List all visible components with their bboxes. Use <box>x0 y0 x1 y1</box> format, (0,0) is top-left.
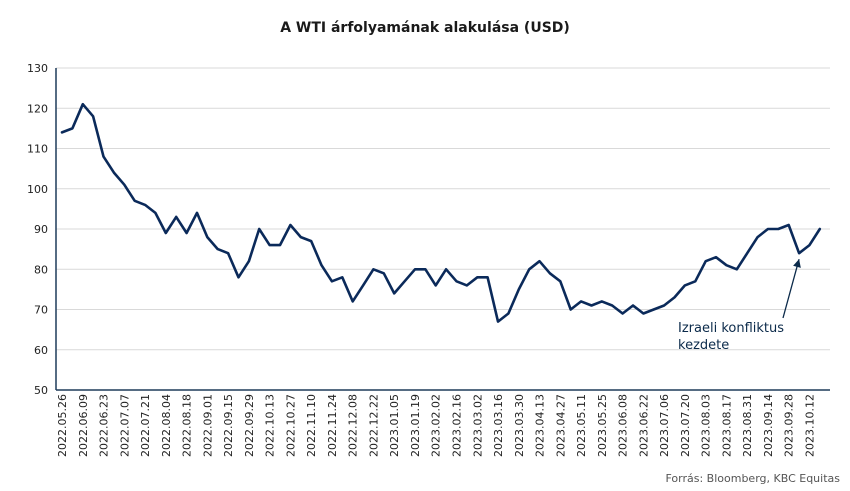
x-tick-label: 2023.04.13 <box>534 394 547 457</box>
y-tick-label: 70 <box>34 304 48 317</box>
y-tick-label: 60 <box>34 344 48 357</box>
annotation-text: Izraeli konfliktus kezdete <box>678 320 784 354</box>
x-tick-label: 2022.05.26 <box>56 394 69 457</box>
x-tick-label: 2022.08.04 <box>160 394 173 457</box>
x-tick-label: 2023.01.05 <box>388 394 401 457</box>
x-tick-label: 2023.03.30 <box>513 394 526 457</box>
x-tick-label: 2022.11.10 <box>305 394 318 457</box>
x-tick-label: 2023.08.31 <box>741 394 754 457</box>
x-tick-label: 2023.01.19 <box>409 394 422 457</box>
x-tick-label: 2023.03.02 <box>471 394 484 457</box>
x-tick-label: 2023.02.16 <box>450 394 463 457</box>
x-tick-label: 2023.10.12 <box>803 394 816 457</box>
annotation-arrow-layer <box>782 258 801 319</box>
x-tick-label: 2022.08.18 <box>181 394 194 457</box>
x-tick-label: 2022.06.23 <box>98 394 111 457</box>
x-tick-label: 2023.03.16 <box>492 394 505 457</box>
annotation-line-2: kezdete <box>678 338 730 353</box>
x-tick-label: 2022.09.29 <box>243 394 256 457</box>
y-tick-label: 120 <box>27 102 48 115</box>
x-tick-label: 2023.05.11 <box>575 394 588 457</box>
x-tick-label: 2022.12.08 <box>347 394 360 457</box>
x-tick-label: 2022.06.09 <box>77 394 90 457</box>
x-tick-label: 2022.11.24 <box>326 394 339 457</box>
x-tick-label: 2023.09.28 <box>783 394 796 457</box>
chart-title: A WTI árfolyamának alakulása (USD) <box>280 20 570 36</box>
annotation-arrow-line <box>782 258 800 319</box>
x-tick-label: 2023.06.08 <box>617 394 630 457</box>
x-tick-label: 2023.07.20 <box>679 394 692 457</box>
y-tick-label: 50 <box>34 384 48 397</box>
y-tick-labels: 50 60 70 80 90 100 110 120 130 <box>27 62 48 397</box>
y-tick-label: 110 <box>27 143 48 156</box>
gridlines <box>56 67 830 351</box>
y-tick-label: 130 <box>27 62 48 75</box>
x-tick-label: 2023.02.02 <box>430 394 443 457</box>
x-tick-label: 2023.06.22 <box>637 394 650 457</box>
y-tick-label: 90 <box>34 223 48 236</box>
y-tick-label: 80 <box>34 263 48 276</box>
series-layer <box>60 102 822 323</box>
x-tick-labels: 2022.05.26 2022.06.09 2022.06.23 2022.07.07… <box>56 394 816 457</box>
axes <box>55 68 830 391</box>
x-tick-label: 2022.07.21 <box>139 394 152 457</box>
x-tick-label: 2023.09.14 <box>762 394 775 457</box>
y-tick-label: 100 <box>27 183 48 196</box>
x-tick-label: 2022.09.01 <box>201 394 214 457</box>
x-tick-label: 2022.07.07 <box>118 394 131 457</box>
x-tick-label: 2022.12.22 <box>367 394 380 457</box>
x-tick-label: 2022.10.13 <box>264 394 277 457</box>
x-tick-label: 2023.05.25 <box>596 394 609 457</box>
x-tick-label: 2022.09.15 <box>222 394 235 457</box>
x-tick-label: 2023.07.06 <box>658 394 671 457</box>
x-tick-label: 2022.10.27 <box>284 394 297 457</box>
wti-price-line <box>60 102 822 323</box>
x-tick-label: 2023.08.03 <box>700 394 713 457</box>
annotation-line-1: Izraeli konfliktus <box>678 321 785 336</box>
x-tick-label: 2023.04.27 <box>554 394 567 457</box>
x-tick-label: 2023.08.17 <box>720 394 733 457</box>
source-note: Forrás: Bloomberg, KBC Equitas <box>665 472 840 485</box>
annotation-arrowhead <box>793 259 801 268</box>
